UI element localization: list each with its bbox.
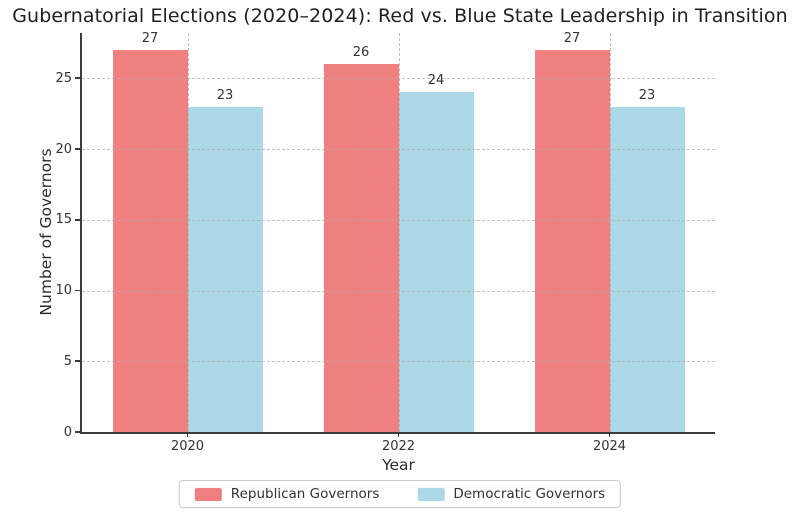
legend-label: Democratic Governors xyxy=(453,486,606,502)
bars-layer xyxy=(82,33,715,432)
legend-patch-democratic-governors xyxy=(417,487,445,501)
x-axis-line xyxy=(80,432,715,434)
y-tick-label: 25 xyxy=(55,70,72,86)
bar-democratic-governors xyxy=(609,106,685,432)
x-tick-label: 2020 xyxy=(170,439,205,454)
y-axis-line xyxy=(80,33,82,432)
x-axis-title: Year xyxy=(382,456,415,474)
plot-area: 27 23 26 24 27 23 0 5 10 15 20 25 2020 2022 2024 xyxy=(55,31,715,454)
bar-democratic-governors xyxy=(398,92,474,432)
y-tick-label: 5 xyxy=(63,353,72,369)
legend-item: Democratic Governors xyxy=(417,486,605,502)
legend-item: Republican Governors xyxy=(194,486,380,502)
bar-republican-governors xyxy=(534,49,610,432)
bar-republican-governors xyxy=(112,49,188,432)
legend-patch-republican-governors xyxy=(194,487,222,501)
legend: Republican Governors Democratic Governors xyxy=(178,480,622,508)
legend-label: Republican Governors xyxy=(230,486,380,502)
bar-republican-governors xyxy=(323,64,399,432)
x-tick-label: 2024 xyxy=(592,439,627,454)
y-tick-label: 0 xyxy=(63,424,72,440)
x-tick-label: 2022 xyxy=(381,439,416,454)
bar-democratic-governors xyxy=(187,106,263,432)
chart-title: Gubernatorial Elections (2020–2024): Red… xyxy=(12,5,788,27)
y-axis-title: Number of Governors xyxy=(37,148,55,316)
